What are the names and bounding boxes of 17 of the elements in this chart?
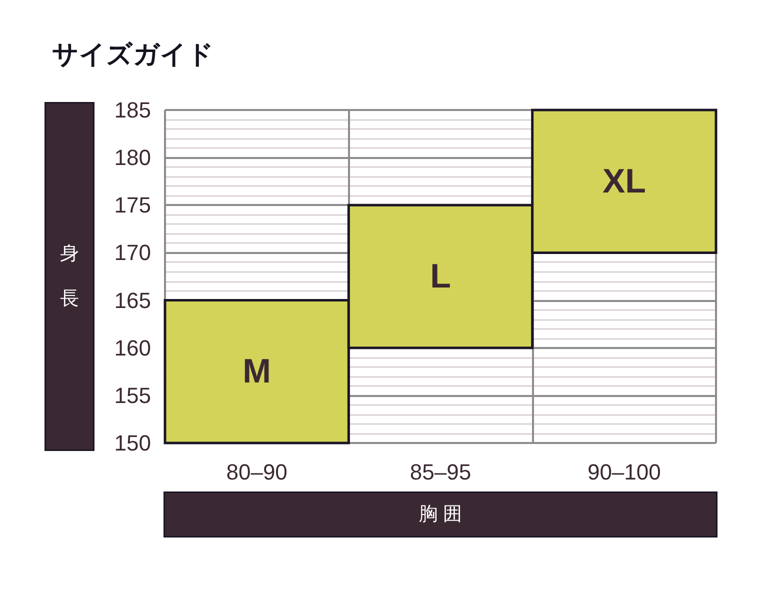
data-label: M xyxy=(242,352,271,391)
y-tick-label: 180 xyxy=(114,145,151,170)
x-tick-label: 90–100 xyxy=(587,460,661,484)
y-tick-label: 150 xyxy=(114,430,151,456)
x-axis-title: 胸 囲 xyxy=(418,504,462,525)
y-tick-label: 185 xyxy=(114,98,151,122)
y-tick-label: 155 xyxy=(114,382,151,408)
y-tick-label: 175 xyxy=(114,192,151,218)
data-label: L xyxy=(430,258,451,296)
data-label: XL xyxy=(602,162,646,200)
chart-title: サイズガイド xyxy=(52,39,214,69)
x-tick-label: 85–95 xyxy=(410,460,472,484)
y-tick-label: 160 xyxy=(114,335,151,360)
y-tick-label: 165 xyxy=(114,288,151,313)
y-tick-label: 170 xyxy=(114,240,151,266)
x-tick-label: 80–90 xyxy=(226,460,288,484)
text: 身長 xyxy=(60,244,79,310)
